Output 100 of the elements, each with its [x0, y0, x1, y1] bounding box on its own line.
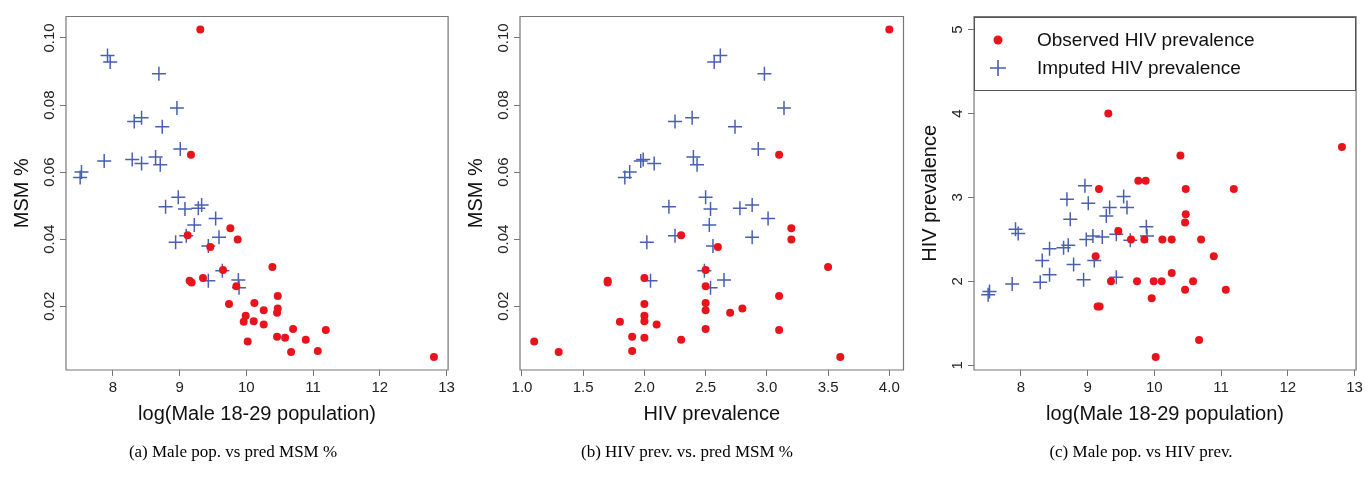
- point: [1075, 271, 1092, 288]
- point: [750, 141, 767, 157]
- point: [1080, 195, 1097, 212]
- point: [313, 346, 322, 355]
- point: [198, 274, 207, 283]
- y-tick-label: 0.06: [39, 157, 57, 187]
- point: [667, 113, 683, 130]
- point: [1151, 352, 1160, 361]
- point: [1106, 277, 1115, 286]
- point: [1140, 235, 1149, 244]
- point: [1078, 231, 1095, 248]
- point: [233, 235, 242, 244]
- point: [1059, 191, 1075, 207]
- point: [1091, 252, 1100, 261]
- point: [787, 235, 796, 244]
- point: [1141, 176, 1150, 185]
- point: [1094, 229, 1111, 245]
- point: [1181, 218, 1190, 227]
- point: [712, 47, 729, 64]
- point: [99, 47, 116, 64]
- point: [1098, 208, 1115, 224]
- legend-label: Imputed HIV prevalence: [1037, 56, 1241, 79]
- point: [250, 298, 259, 307]
- point: [628, 346, 637, 355]
- x-tick-label: 10: [238, 378, 255, 396]
- point: [1147, 294, 1156, 303]
- x-tick-label: 8: [108, 378, 118, 396]
- point: [701, 306, 710, 315]
- point: [775, 326, 784, 335]
- point: [1085, 228, 1101, 244]
- point: [73, 164, 90, 180]
- point: [281, 333, 290, 342]
- y-tick-label: 0.10: [493, 23, 511, 53]
- y-tick-label: 5: [947, 25, 965, 34]
- point: [661, 198, 677, 215]
- point: [713, 242, 722, 251]
- y-tick-label: 0.08: [39, 90, 57, 120]
- y-axis-title: MSM %: [463, 158, 486, 229]
- point: [701, 217, 718, 233]
- point: [1149, 277, 1158, 286]
- x-tick-label: 11: [305, 378, 321, 396]
- point: [1119, 199, 1135, 216]
- x-tick-label: 8: [1016, 378, 1026, 396]
- y-tick-label: 0.06: [493, 157, 511, 187]
- point: [239, 317, 248, 326]
- point: [1062, 211, 1079, 228]
- x-tick-label: 12: [1279, 378, 1297, 396]
- y-tick-label: 0.04: [39, 224, 57, 254]
- x-tick-label: 12: [371, 378, 389, 396]
- point: [652, 320, 661, 329]
- point: [726, 308, 735, 317]
- point: [701, 282, 710, 291]
- point: [157, 198, 174, 215]
- point: [259, 320, 268, 329]
- x-axis-title: log(Male 18-29 population): [1046, 401, 1285, 424]
- point: [1133, 277, 1142, 286]
- point: [727, 119, 743, 135]
- x-tick-label: 2.5: [695, 378, 717, 396]
- point: [756, 66, 773, 82]
- point: [701, 298, 710, 307]
- x-axis-title: HIV prevalence: [643, 401, 781, 424]
- x-tick-label: 10: [1146, 378, 1163, 396]
- point: [225, 299, 234, 308]
- text: (a) Male pop. vs pred MSM %: [127, 442, 339, 462]
- point: [193, 197, 210, 213]
- point: [1167, 268, 1176, 277]
- point: [640, 317, 649, 326]
- y-tick-label: 4: [947, 109, 965, 118]
- text: (b) HIV prev. vs. pred MSM %: [580, 442, 794, 462]
- point: [259, 306, 268, 315]
- point: [1181, 285, 1190, 294]
- point: [1041, 266, 1058, 283]
- point: [760, 210, 776, 227]
- point: [289, 325, 298, 334]
- point: [301, 335, 310, 344]
- x-tick-label: 9: [1083, 378, 1092, 396]
- point: [243, 337, 252, 346]
- point: [701, 266, 710, 275]
- point: [1127, 235, 1135, 244]
- point: [1094, 185, 1103, 194]
- point: [1229, 185, 1238, 194]
- point: [429, 352, 438, 361]
- point: [1010, 225, 1026, 242]
- point: [640, 333, 649, 342]
- x-tick-label: 11: [1213, 378, 1229, 396]
- point: [226, 224, 235, 233]
- point: [172, 141, 189, 157]
- point: [744, 197, 760, 213]
- y-tick-label: 0.02: [493, 291, 511, 321]
- point: [1157, 277, 1166, 286]
- point: [716, 272, 732, 288]
- point: [1077, 177, 1093, 194]
- y-tick-label: 2: [947, 277, 965, 286]
- point: [96, 153, 112, 169]
- point: [554, 347, 563, 356]
- point: [1189, 277, 1198, 286]
- point: [684, 110, 700, 126]
- y-axis-title: MSM %: [9, 158, 32, 229]
- point: [1007, 221, 1024, 238]
- point: [1209, 252, 1218, 261]
